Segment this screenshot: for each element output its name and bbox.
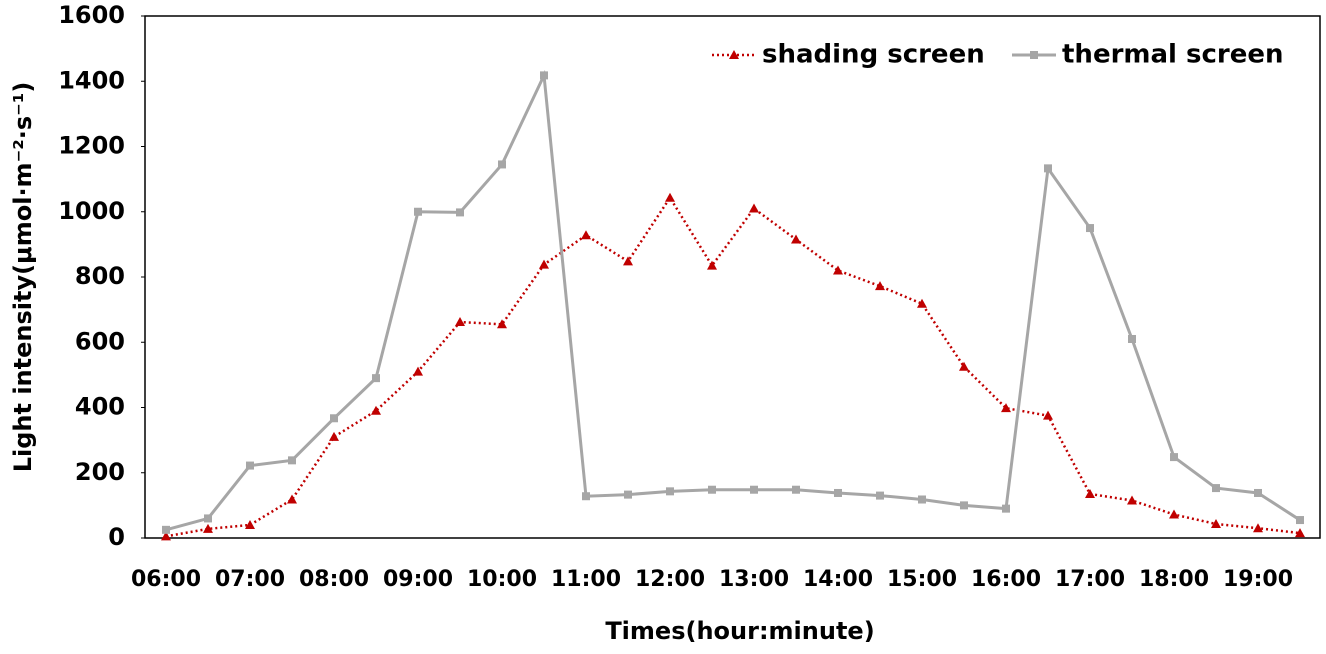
data-point xyxy=(1253,523,1263,533)
data-point xyxy=(1128,334,1136,343)
y-tick-label: 1600 xyxy=(58,1,125,29)
y-tick-label: 1400 xyxy=(58,66,125,94)
data-point xyxy=(245,519,255,529)
y-tick-label: 1000 xyxy=(58,197,125,225)
data-point xyxy=(624,490,632,499)
x-tick-label: 11:00 xyxy=(551,567,621,592)
data-point xyxy=(582,492,590,501)
data-point xyxy=(581,230,591,240)
y-axis-title: Light intensity(μmol·m⁻²·s⁻¹) xyxy=(9,82,37,473)
legend-label: shading screen xyxy=(762,40,985,70)
data-point xyxy=(666,487,674,496)
x-tick-label: 17:00 xyxy=(1055,567,1125,592)
y-tick-label: 400 xyxy=(75,393,125,421)
data-point xyxy=(414,207,422,216)
data-point xyxy=(455,317,465,327)
data-point xyxy=(288,456,296,465)
x-tick-label: 10:00 xyxy=(467,567,537,592)
data-point xyxy=(1211,518,1221,528)
data-point xyxy=(791,234,801,244)
x-tick-label: 15:00 xyxy=(887,567,957,592)
x-tick-label: 14:00 xyxy=(803,567,873,592)
data-point xyxy=(204,514,212,523)
data-point xyxy=(918,495,926,504)
data-point xyxy=(1296,516,1304,525)
x-tick-label: 13:00 xyxy=(719,567,789,592)
data-point xyxy=(203,523,213,533)
data-point xyxy=(875,281,885,291)
x-axis-title: Times(hour:minute) xyxy=(605,617,874,645)
y-tick-label: 600 xyxy=(75,327,125,355)
series-line xyxy=(165,195,1301,538)
x-tick-label: 06:00 xyxy=(131,567,201,592)
data-point xyxy=(246,461,254,470)
data-point xyxy=(1254,488,1262,497)
legend-marker xyxy=(729,50,739,59)
data-point xyxy=(876,491,884,500)
x-tick-label: 18:00 xyxy=(1139,567,1209,592)
plot-frame xyxy=(144,15,1321,539)
data-point xyxy=(623,256,633,266)
data-point xyxy=(498,160,506,169)
data-point xyxy=(917,298,927,308)
data-point xyxy=(1044,164,1052,173)
data-point xyxy=(1002,504,1010,513)
data-point xyxy=(372,374,380,383)
data-point xyxy=(792,485,800,494)
data-point xyxy=(371,405,381,415)
y-tick-label: 800 xyxy=(75,262,125,290)
legend-label: thermal screen xyxy=(1062,40,1283,70)
legend-marker xyxy=(1030,51,1038,59)
data-point xyxy=(329,431,339,441)
data-point xyxy=(1001,403,1011,413)
data-point xyxy=(959,361,969,371)
data-point xyxy=(749,203,759,213)
data-point xyxy=(161,531,171,541)
data-point xyxy=(834,488,842,497)
data-point xyxy=(1127,495,1137,505)
data-point xyxy=(833,265,843,275)
data-point xyxy=(287,494,297,504)
y-tick-label: 0 xyxy=(108,523,125,551)
data-point xyxy=(1212,484,1220,493)
data-point xyxy=(456,208,464,217)
data-point xyxy=(413,366,423,376)
x-tick-label: 08:00 xyxy=(299,567,369,592)
data-point xyxy=(665,192,675,202)
data-point xyxy=(708,485,716,494)
data-point xyxy=(750,485,758,494)
y-tick-label: 1200 xyxy=(58,132,125,160)
y-tick-label: 200 xyxy=(75,458,125,486)
data-point xyxy=(707,260,717,270)
x-tick-label: 19:00 xyxy=(1223,567,1293,592)
data-point xyxy=(1043,410,1053,420)
x-tick-label: 12:00 xyxy=(635,567,705,592)
data-point xyxy=(960,501,968,510)
data-point xyxy=(1169,509,1179,519)
data-point xyxy=(539,259,549,269)
data-point xyxy=(540,71,548,80)
data-point xyxy=(1295,528,1305,538)
data-point xyxy=(1085,488,1095,498)
data-point xyxy=(162,525,170,534)
x-tick-label: 16:00 xyxy=(971,567,1041,592)
data-point xyxy=(1170,453,1178,462)
data-point xyxy=(1086,224,1094,233)
x-tick-label: 07:00 xyxy=(215,567,285,592)
data-point xyxy=(330,414,338,423)
series-line xyxy=(165,69,1301,532)
data-point xyxy=(497,319,507,329)
x-tick-label: 09:00 xyxy=(383,567,453,592)
